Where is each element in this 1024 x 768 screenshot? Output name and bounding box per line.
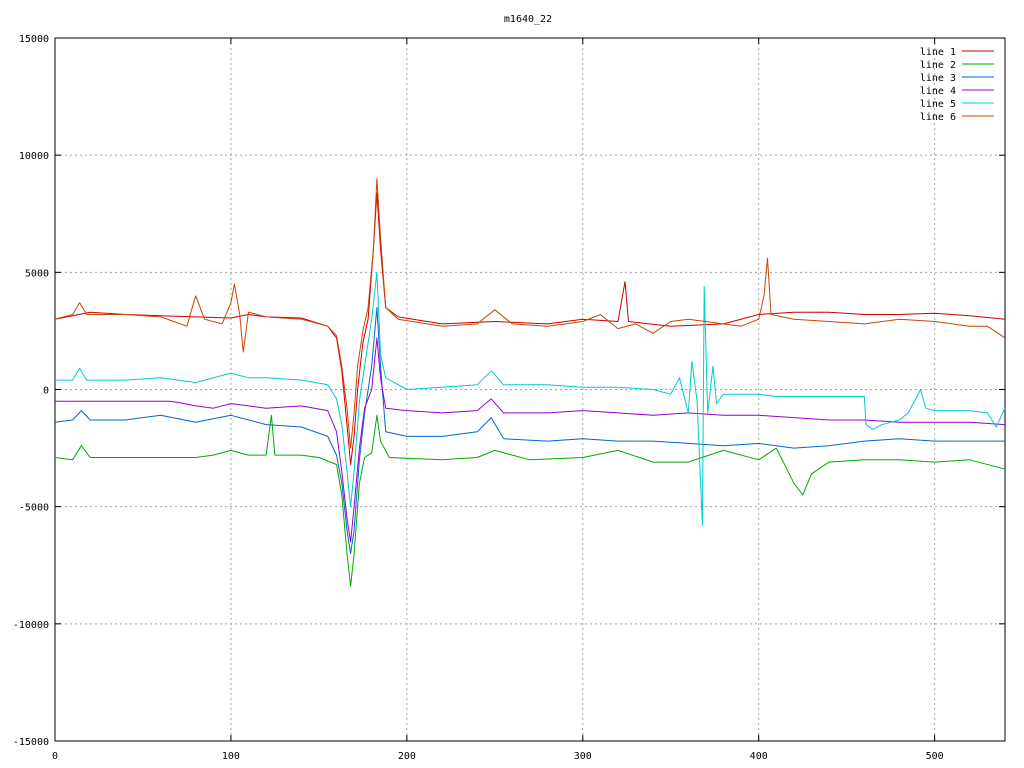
x-tick-label: 0: [52, 751, 58, 762]
chart-title: m1640_22: [504, 14, 552, 25]
series-line-6: [54, 178, 1006, 449]
legend-label: line 4: [920, 86, 956, 97]
axis-ticks: -15000 -10000 -5000 0 5000 10000 15000 0 100 200 3…: [13, 34, 1005, 762]
y-tick-label: -10000: [13, 620, 49, 631]
legend-label: line 6: [920, 112, 956, 123]
grid: [55, 38, 1005, 741]
series-line-3: [54, 307, 1005, 554]
legend-label: line 3: [920, 73, 956, 84]
y-tick-label: -15000: [13, 737, 49, 748]
x-tick-label: 200: [398, 751, 416, 762]
y-tick-label: 5000: [25, 268, 49, 279]
x-tick-label: 100: [222, 751, 240, 762]
legend-label: line 1: [920, 47, 956, 58]
x-tick-label: 500: [926, 751, 944, 762]
x-tick-label: 300: [574, 751, 592, 762]
x-tick-label: 400: [750, 751, 768, 762]
series-line-2: [54, 414, 1006, 587]
y-tick-label: 0: [43, 386, 49, 397]
y-tick-label: -5000: [19, 503, 49, 514]
legend-label: line 2: [920, 60, 956, 71]
series-lines: [54, 178, 1006, 587]
y-tick-label: 15000: [19, 34, 49, 45]
series-line-5: [55, 271, 1006, 526]
series-line-1: [54, 192, 1006, 465]
legend: line 1 line 2 line 3 line 4 line 5 line 6: [920, 47, 994, 123]
y-tick-label: 10000: [19, 151, 49, 162]
series-line-4: [55, 337, 1006, 543]
legend-label: line 5: [920, 99, 956, 110]
